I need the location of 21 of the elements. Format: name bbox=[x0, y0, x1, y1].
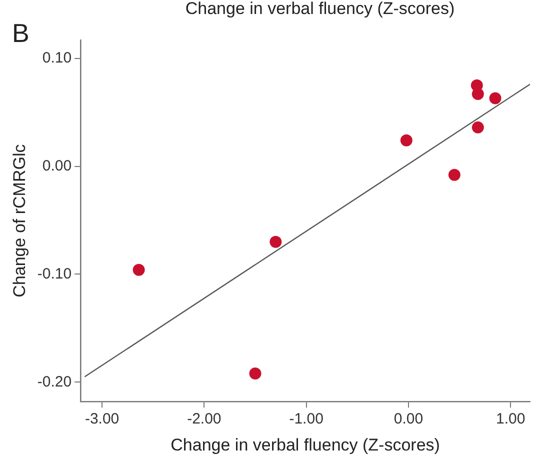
x-tick-label: -3.00 bbox=[84, 410, 120, 428]
point bbox=[472, 121, 484, 134]
y-tick-label: 0.00 bbox=[42, 157, 72, 174]
point bbox=[400, 134, 412, 146]
point bbox=[132, 264, 145, 276]
x-tick-label: -1.00 bbox=[289, 410, 324, 428]
point bbox=[472, 88, 484, 100]
point bbox=[270, 236, 282, 248]
x-tick-label: -2.00 bbox=[187, 410, 222, 428]
x-axis-title: Change in verbal fluency (Z-scores) bbox=[170, 435, 440, 454]
point bbox=[489, 92, 502, 104]
y-tick-label: 0.10 bbox=[42, 49, 72, 66]
point bbox=[448, 168, 460, 181]
point bbox=[249, 368, 262, 380]
text: Change in verbal fluency (Z-scores) bbox=[185, 0, 455, 18]
x-tick-label: 1.00 bbox=[496, 410, 526, 428]
y-axis-title: Change of rCMRGlc bbox=[10, 144, 29, 298]
text: B bbox=[12, 18, 30, 48]
y-tick-label: -0.20 bbox=[37, 373, 72, 390]
x-tick-label: 0.00 bbox=[394, 410, 424, 428]
y-tick-label: -0.10 bbox=[37, 265, 72, 282]
